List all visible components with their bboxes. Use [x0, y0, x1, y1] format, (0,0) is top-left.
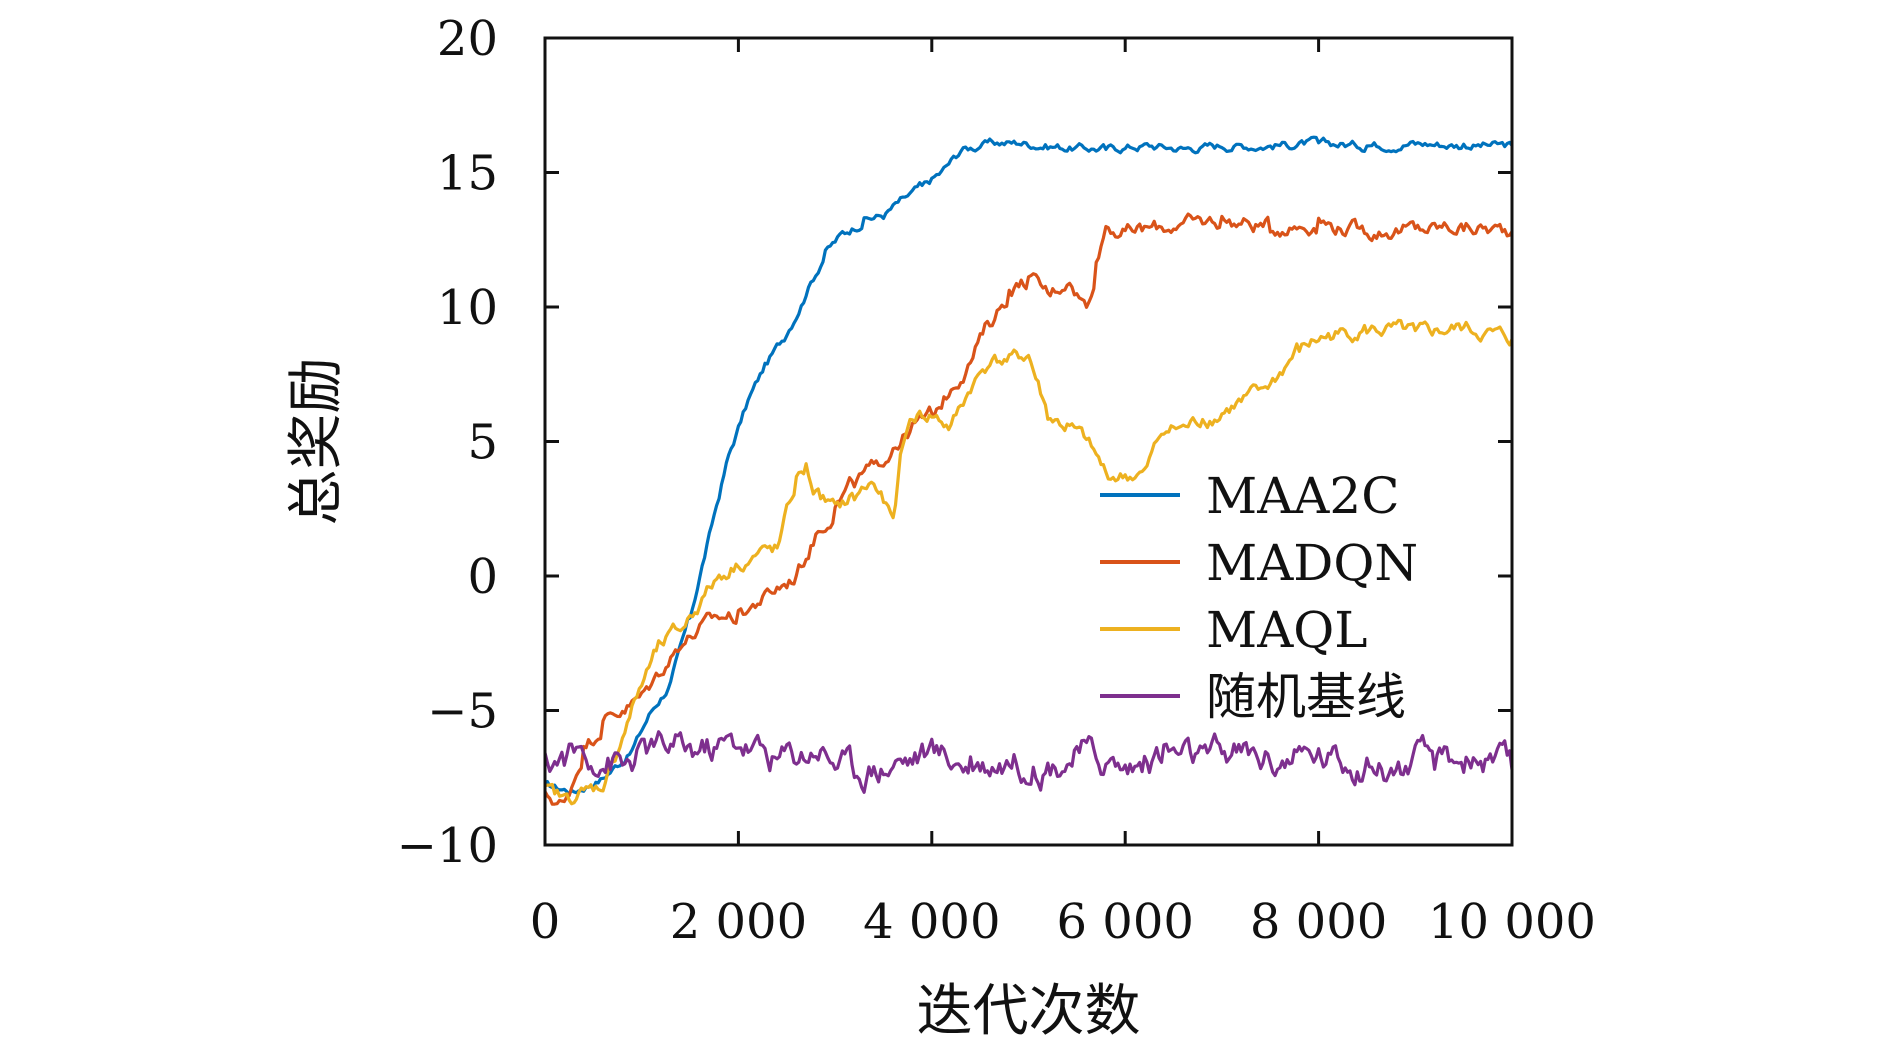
series-line-2 [543, 212, 1514, 806]
series-line-3 [544, 318, 1514, 806]
y-tick-label: 10 [437, 280, 498, 336]
legend-label: MAA2C [1206, 467, 1399, 525]
x-axis-label: 迭代次数 [917, 979, 1141, 1044]
y-tick-label: 5 [467, 415, 498, 471]
x-tick-label: 6 000 [1056, 894, 1193, 950]
x-tick-label: 10 000 [1428, 894, 1596, 950]
series-line-4 [543, 730, 1514, 794]
labels-layer: 0 2 000 4 000 6 000 8 000 10 000 −10 −5 0 5 10 15 20 [397, 11, 1596, 950]
x-tick-label: 0 [530, 894, 561, 950]
y-axis-label: 总奖励 [284, 358, 349, 526]
x-tick-label: 4 000 [863, 894, 1000, 950]
legend-label: MADQN [1206, 534, 1418, 592]
ticks-layer [543, 36, 1514, 847]
legend-label: MAQL [1206, 601, 1368, 659]
y-tick-label: −5 [427, 684, 498, 740]
y-tick-label: 15 [437, 146, 498, 202]
legend-label: 随机基线 [1206, 668, 1406, 726]
y-tick-label: 20 [437, 11, 498, 67]
legend: MAA2C MADQN MAQL 随机基线 [1100, 467, 1418, 726]
x-tick-label: 2 000 [670, 894, 807, 950]
series-line-1 [544, 135, 1514, 796]
y-tick-label: −10 [397, 818, 498, 874]
y-tick-label: 0 [467, 549, 498, 605]
x-tick-label: 8 000 [1250, 894, 1387, 950]
series-layer [543, 135, 1514, 806]
